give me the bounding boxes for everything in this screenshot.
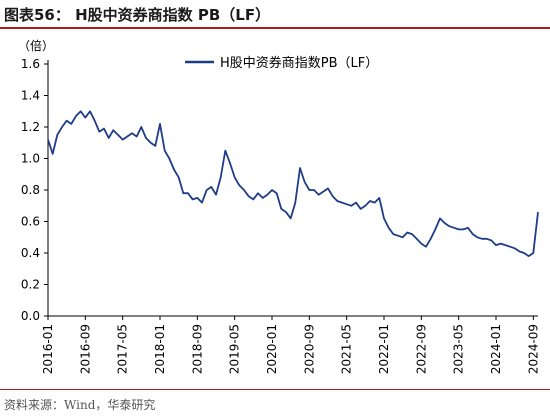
- x-tick-label: 2018-01: [153, 324, 167, 374]
- x-tick-label: 2016-09: [78, 324, 92, 374]
- y-axis: 0.0 0.2 0.4 0.6 0.8 1.0 1.2 1.4 1.6: [21, 57, 49, 323]
- y-tick-label: 0.2: [21, 278, 40, 292]
- x-tick-label: 2016-01: [41, 324, 55, 374]
- x-tick-label: 2020-01: [265, 324, 279, 374]
- series-line: [47, 110, 539, 258]
- y-tick-label: 1.0: [21, 152, 40, 166]
- x-tick-label: 2019-05: [228, 324, 242, 374]
- y-tick-label: 1.4: [21, 89, 40, 103]
- source-note: 资料来源：Wind，华泰研究: [4, 398, 156, 412]
- series-layer: [47, 110, 539, 258]
- y-tick-label: 0.0: [21, 309, 40, 323]
- title-rule: [0, 27, 550, 29]
- y-unit-label: （倍）: [18, 38, 54, 53]
- y-tick-label: 0.4: [21, 246, 40, 260]
- x-tick-label: 2021-05: [340, 324, 354, 374]
- x-tick-label: 2018-09: [190, 324, 204, 374]
- x-axis: 2016-01 2016-09 2017-05 2018-01 2018-09 2019-…: [41, 315, 540, 374]
- y-tick-label: 1.2: [21, 120, 40, 134]
- chart: （倍） 0.00.20.40.60.81.01.21.41.6 2016-01 2…: [18, 38, 540, 374]
- y-tick-label: 0.8: [21, 183, 40, 197]
- x-tick-label: 2022-01: [377, 324, 391, 374]
- footer-rule: [0, 389, 550, 390]
- x-tick-label: 2023-05: [452, 324, 466, 374]
- y-tick-label: 1.6: [21, 57, 40, 71]
- x-tick-label: 2024-09: [526, 324, 540, 374]
- y-tick-label: 0.6: [21, 215, 40, 229]
- legend-label: H股中资券商指数PB（LF）: [220, 55, 378, 71]
- x-tick-label: 2022-09: [414, 324, 428, 374]
- x-tick-label: 2017-05: [116, 324, 130, 374]
- x-tick-label: 2024-01: [489, 324, 503, 374]
- legend: H股中资券商指数PB（LF）: [185, 55, 378, 71]
- figure-title: 图表56： H股中资券商指数 PB（LF）: [4, 6, 271, 24]
- x-tick-label: 2020-09: [302, 324, 316, 374]
